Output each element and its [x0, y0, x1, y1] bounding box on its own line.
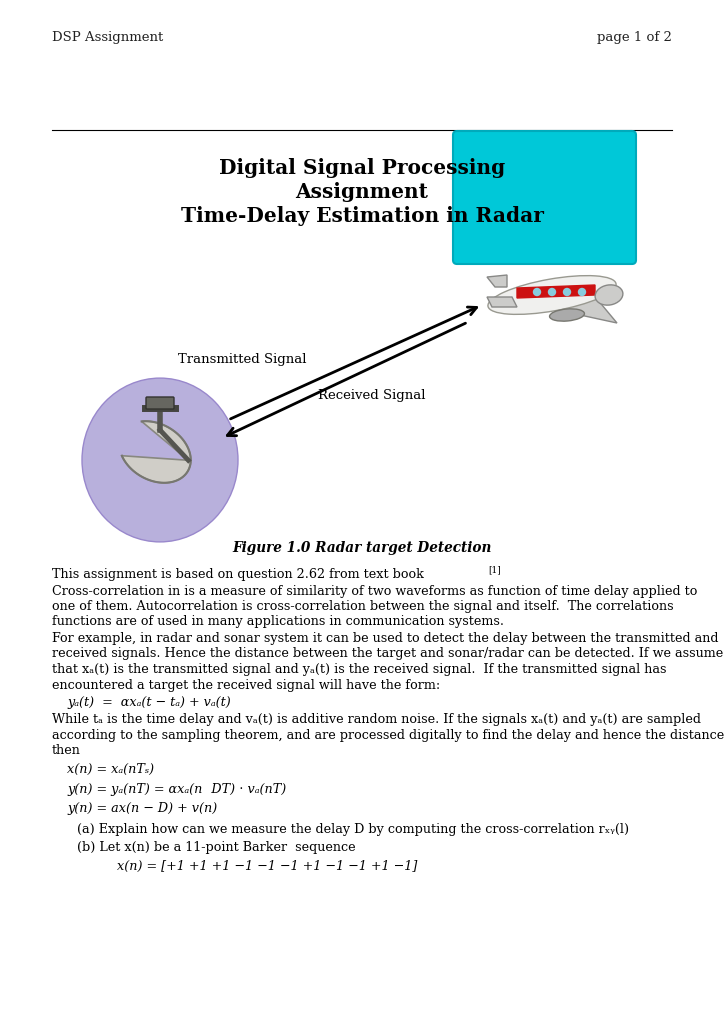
Polygon shape	[522, 293, 617, 323]
Text: then: then	[52, 744, 81, 758]
Polygon shape	[487, 297, 517, 307]
Text: y(n) = yₐ(nT) = αxₐ(n   DT) ⋅ vₐ(nT): y(n) = yₐ(nT) = αxₐ(n DT) ⋅ vₐ(nT)	[67, 782, 286, 796]
Text: Transmitted Signal: Transmitted Signal	[178, 353, 306, 367]
Text: Received Signal: Received Signal	[318, 388, 426, 401]
Text: page 1 of 2: page 1 of 2	[597, 32, 672, 44]
Text: encountered a target the received signal will have the form:: encountered a target the received signal…	[52, 679, 440, 691]
Text: y(n) = ax(n − D) + v(n): y(n) = ax(n − D) + v(n)	[67, 802, 217, 815]
Circle shape	[578, 289, 586, 296]
Circle shape	[549, 289, 555, 296]
Text: x(n) = xₐ(nTₛ): x(n) = xₐ(nTₛ)	[67, 763, 154, 776]
Text: functions are of used in many applications in communication systems.: functions are of used in many applicatio…	[52, 615, 504, 629]
Text: that xₐ(t) is the transmitted signal and yₐ(t) is the received signal.  If the t: that xₐ(t) is the transmitted signal and…	[52, 663, 667, 676]
Text: one of them. Autocorrelation is cross-correlation between the signal and itself.: one of them. Autocorrelation is cross-co…	[52, 600, 673, 613]
Text: (b) Let x(n) be a 11-point Barker  sequence: (b) Let x(n) be a 11-point Barker sequen…	[77, 841, 355, 854]
Circle shape	[563, 289, 571, 296]
Text: This assignment is based on question 2.62 from text book: This assignment is based on question 2.6…	[52, 568, 424, 581]
Text: x(n) = [+1 +1 +1 −1 −1 −1 +1 −1 −1 +1 −1]: x(n) = [+1 +1 +1 −1 −1 −1 +1 −1 −1 +1 −1…	[117, 859, 417, 872]
Text: (a) Explain how can we measure the delay D by computing the cross-correlation rₓ: (a) Explain how can we measure the delay…	[77, 822, 629, 836]
Text: according to the sampling theorem, and are processed digitally to find the delay: according to the sampling theorem, and a…	[52, 729, 724, 742]
Polygon shape	[517, 285, 595, 298]
Text: For example, in radar and sonar system it can be used to detect the delay betwee: For example, in radar and sonar system i…	[52, 632, 718, 645]
Text: [1]: [1]	[488, 565, 501, 574]
Text: DSP Assignment: DSP Assignment	[52, 32, 163, 44]
Text: received signals. Hence the distance between the target and sonar/radar can be d: received signals. Hence the distance bet…	[52, 647, 723, 660]
Ellipse shape	[550, 309, 584, 322]
Text: Time-Delay Estimation in Radar: Time-Delay Estimation in Radar	[180, 206, 544, 226]
Text: Cross-correlation in is a measure of similarity of two waveforms as function of : Cross-correlation in is a measure of sim…	[52, 585, 697, 597]
FancyBboxPatch shape	[453, 131, 636, 264]
Ellipse shape	[82, 378, 238, 542]
Ellipse shape	[595, 285, 623, 305]
Ellipse shape	[488, 275, 616, 314]
Circle shape	[534, 289, 541, 296]
Text: Figure 1.0 Radar target Detection: Figure 1.0 Radar target Detection	[232, 541, 492, 555]
Text: Digital Signal Processing: Digital Signal Processing	[219, 158, 505, 178]
FancyBboxPatch shape	[146, 397, 174, 409]
Text: While tₐ is the time delay and vₐ(t) is additive random noise. If the signals xₐ: While tₐ is the time delay and vₐ(t) is …	[52, 714, 701, 726]
Polygon shape	[487, 275, 507, 287]
Text: yₐ(t)  =  αxₐ(t − tₐ) + vₐ(t): yₐ(t) = αxₐ(t − tₐ) + vₐ(t)	[67, 696, 231, 709]
Text: Assignment: Assignment	[295, 182, 429, 202]
Polygon shape	[122, 421, 190, 482]
